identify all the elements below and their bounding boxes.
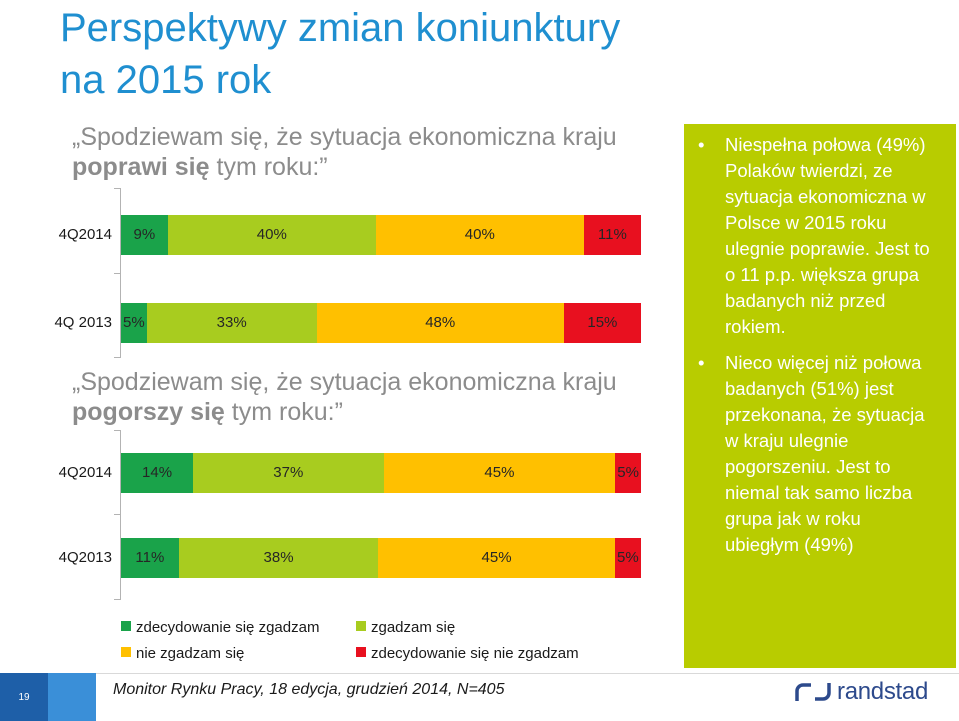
question-worsen-pre: „Spodziewam się, że sytuacja ekonomiczna… [72,368,617,396]
title-line-1: Perspektywy zmian koniunktury [60,6,621,50]
slide-title: Perspektywy zmian koniunktury na 2015 ro… [60,2,760,106]
question-improve-pre: „Spodziewam się, że sytuacja ekonomiczna… [72,123,617,151]
chart1-tick [114,273,121,274]
question-worsen-bold: pogorszy się [72,398,225,426]
bar-segment-disagree [375,215,584,255]
randstad-logo-icon [795,683,831,701]
bar-segment-disagree [383,453,616,493]
logo-text: randstad [837,678,928,705]
source-note: Monitor Rynku Pracy, 18 edycja, grudzień… [113,681,505,698]
bar-data-label: 11% [135,549,165,566]
bar-segment-strongly-agree [121,303,147,343]
question-worsen-post: tym roku:” [224,398,343,426]
bar-segment-agree [146,303,317,343]
bar-data-label: 45% [481,549,512,566]
bar-segment-strongly-agree [121,453,194,493]
chart1-tick [114,357,121,358]
bar-segment-strongly-agree [121,215,168,255]
page-number: 19 [0,673,48,721]
legend-swatch [356,621,366,632]
chart2-axis [120,430,121,600]
bar-data-label: 33% [216,314,247,331]
legend-label: zdecydowanie się nie zgadzam [371,645,579,662]
legend-item: zdecydowanie się nie zgadzam [356,645,579,662]
chart1-tick [114,188,121,189]
legend-item: nie zgadzam się [121,645,244,662]
footer-divider [0,673,959,674]
bar-segment-strongly-disagree [563,303,641,343]
legend-item: zdecydowanie się zgadzam [121,619,319,636]
chart2-category-label: 4Q2013 [58,549,112,566]
bar-segment-strongly-disagree [583,215,641,255]
title-line-2: na 2015 rok [60,58,272,102]
bar-data-label: 5% [617,549,639,566]
chart2-tick [114,514,121,515]
bar-data-label: 9% [133,226,156,243]
chart2-tick [114,599,121,600]
legend-swatch [121,647,131,658]
bar-data-label: 38% [263,549,294,566]
legend-label: zgadzam się [371,619,456,636]
bar-segment-strongly-disagree [615,453,641,493]
bar-data-label: 45% [484,464,515,481]
chart2-tick [114,430,121,431]
bar-data-label: 5% [617,464,639,481]
bar-data-label: 37% [273,464,304,481]
bar-data-label: 5% [123,314,145,331]
legend-swatch [356,647,366,658]
randstad-logo: randstad [795,677,928,707]
bullet-icon: • [698,134,705,155]
summary-bullet: • Nieco więcej niż połowa badanych (51%) … [684,350,935,558]
legend-swatch [121,621,131,632]
legend-item: zgadzam się [356,619,455,636]
chart1-category-label: 4Q 2013 [54,314,112,331]
footer-accent [48,673,96,721]
question-worsen: „Spodziewam się, że sytuacja ekonomiczna… [72,367,692,427]
chart1-category-label: 4Q2014 [58,226,112,243]
bar-segment-strongly-agree [121,538,179,578]
question-improve: „Spodziewam się, że sytuacja ekonomiczna… [72,122,692,182]
question-improve-bold: poprawi się [72,153,210,181]
question-improve-post: tym roku:” [209,153,328,181]
summary-text: Niespełna połowa (49%) Polaków twierdzi,… [725,134,930,337]
bar-segment-agree [178,538,379,578]
bullet-icon: • [698,352,705,373]
bar-data-label: 48% [425,314,456,331]
bar-segment-disagree [316,303,564,343]
bar-segment-strongly-disagree [614,538,641,578]
legend-label: nie zgadzam się [136,645,245,662]
summary-bullet: • Niespełna połowa (49%) Polaków twierdzi… [684,132,935,340]
summary-text: Nieco więcej niż połowa badanych (51%) j… [725,352,925,555]
chart2-category-label: 4Q2014 [58,464,112,481]
bar-data-label: 11% [597,226,627,243]
bar-data-label: 40% [464,226,495,243]
bar-segment-agree [167,215,376,255]
bar-data-label: 40% [256,226,287,243]
bar-data-label: 14% [142,464,173,481]
bar-segment-disagree [378,538,615,578]
legend-label: zdecydowanie się zgadzam [136,619,320,636]
bar-segment-agree [193,453,384,493]
summary-box: • Niespełna połowa (49%) Polaków twierdzi… [684,124,956,668]
summary-list: • Niespełna połowa (49%) Polaków twierdzi… [684,124,956,558]
bar-data-label: 15% [587,314,618,331]
